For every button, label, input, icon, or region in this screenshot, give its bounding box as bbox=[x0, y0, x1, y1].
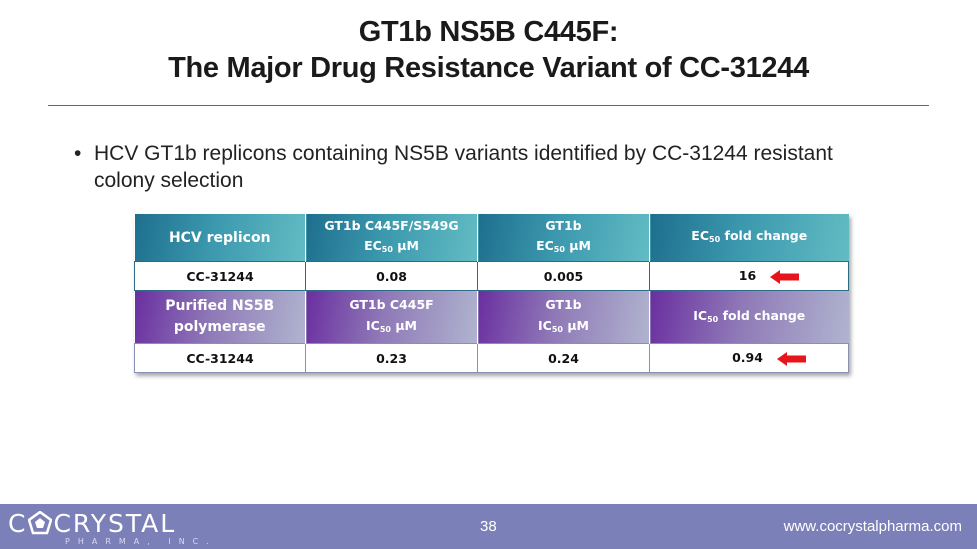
header-unit: EC50 µM bbox=[478, 236, 649, 260]
left-arrow-icon bbox=[770, 269, 800, 284]
header-label: GT1b C445F/S549G bbox=[324, 217, 459, 233]
header-label: GT1b bbox=[545, 217, 582, 233]
header-mutant-ic50: GT1b C445F IC50 µM bbox=[305, 290, 478, 344]
unit-prefix: EC bbox=[691, 227, 710, 243]
cell-wildtype-value: 0.005 bbox=[477, 261, 650, 291]
unit-prefix: IC bbox=[693, 307, 708, 323]
unit-subscript: 50 bbox=[707, 314, 719, 324]
cell-compound: CC-31244 bbox=[134, 343, 306, 373]
left-arrow-icon bbox=[776, 351, 806, 366]
header-purified-ns5b: Purified NS5B polymerase bbox=[134, 290, 306, 344]
company-logo: C CRYSTAL bbox=[8, 510, 176, 538]
logo-wordmark: CRYSTAL bbox=[53, 509, 177, 538]
header-label: GT1b bbox=[545, 297, 582, 312]
unit-suffix: µM bbox=[562, 318, 589, 333]
header-unit: IC50 µM bbox=[306, 315, 477, 340]
unit-suffix: µM bbox=[390, 318, 417, 333]
header-wildtype-ec50: GT1b EC50 µM bbox=[477, 214, 650, 262]
header-unit: IC50 µM bbox=[478, 315, 649, 340]
header-label: polymerase bbox=[173, 319, 266, 335]
cell-wildtype-value: 0.24 bbox=[477, 343, 650, 373]
unit-subscript: 50 bbox=[709, 234, 721, 244]
header-label: HCV replicon bbox=[168, 229, 271, 246]
header-hcv-replicon: HCV replicon bbox=[134, 214, 306, 262]
unit-prefix: IC bbox=[538, 318, 552, 333]
cell-compound: CC-31244 bbox=[134, 261, 306, 291]
header-wildtype-ic50: GT1b IC50 µM bbox=[477, 290, 650, 344]
replicon-header-row: HCV replicon GT1b C445F/S549G EC50 µM GT… bbox=[134, 214, 849, 262]
unit-prefix: EC bbox=[536, 237, 554, 253]
header-mutant-ec50: GT1b C445F/S549G EC50 µM bbox=[305, 214, 478, 262]
bullet-icon: • bbox=[74, 142, 82, 165]
unit-suffix: fold change bbox=[720, 227, 808, 243]
slide-title: GT1b NS5B C445F: The Major Drug Resistan… bbox=[0, 14, 977, 86]
fold-change-value: 0.94 bbox=[732, 350, 763, 366]
page-number: 38 bbox=[480, 518, 497, 535]
unit-subscript: 50 bbox=[551, 325, 563, 334]
slide-title-line-1: GT1b NS5B C445F: bbox=[358, 16, 619, 48]
unit-suffix: µM bbox=[392, 237, 419, 253]
fold-change-value: 16 bbox=[738, 268, 757, 284]
logo-subtitle: PHARMA, INC. bbox=[65, 537, 217, 546]
unit-subscript: 50 bbox=[379, 325, 391, 334]
website-link[interactable]: www.cocrystalpharma.com bbox=[783, 518, 962, 535]
footer-bar: C CRYSTAL PHARMA, INC. 38 www.cocrystalph… bbox=[0, 504, 977, 549]
unit-prefix: EC bbox=[364, 237, 382, 253]
crystal-gem-icon bbox=[28, 511, 53, 535]
unit-prefix: IC bbox=[366, 318, 380, 333]
table-row: CC-31244 0.23 0.24 0.94 bbox=[134, 343, 849, 373]
cell-fold-change: 16 bbox=[649, 261, 849, 291]
header-label: Purified NS5B bbox=[165, 298, 275, 314]
header-label: GT1b C445F bbox=[349, 297, 434, 312]
unit-suffix: µM bbox=[564, 237, 591, 253]
header-ic50-fold-change: IC50 fold change bbox=[649, 290, 849, 344]
cell-mutant-value: 0.08 bbox=[305, 261, 478, 291]
bullet-text: HCV GT1b replicons containing NS5B varia… bbox=[94, 142, 833, 192]
logo-letter: C bbox=[8, 509, 28, 538]
slide-title-line-2: The Major Drug Resistance Variant of CC-… bbox=[168, 52, 809, 84]
table-row: CC-31244 0.08 0.005 16 bbox=[134, 261, 849, 291]
header-ec50-fold-change: EC50 fold change bbox=[649, 214, 849, 262]
resistance-table: HCV replicon GT1b C445F/S549G EC50 µM GT… bbox=[134, 214, 849, 373]
header-unit: EC50 µM bbox=[306, 236, 477, 260]
cell-fold-change: 0.94 bbox=[649, 343, 849, 373]
unit-subscript: 50 bbox=[553, 244, 565, 254]
unit-subscript: 50 bbox=[381, 244, 393, 254]
unit-suffix: fold change bbox=[718, 307, 806, 323]
polymerase-header-row: Purified NS5B polymerase GT1b C445F IC50… bbox=[134, 290, 849, 344]
cell-mutant-value: 0.23 bbox=[305, 343, 478, 373]
title-divider bbox=[48, 105, 929, 106]
